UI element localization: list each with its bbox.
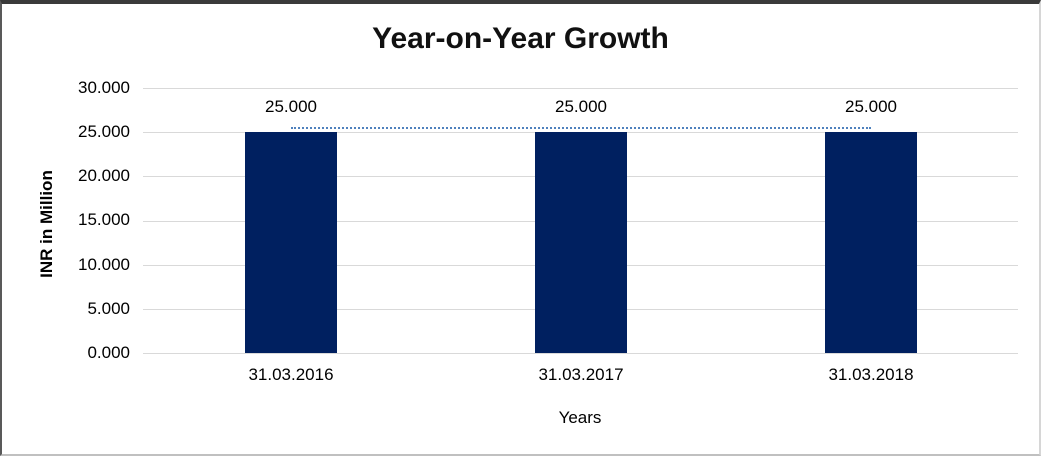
bar-column-2018: 25.000 bbox=[825, 88, 917, 353]
gridline bbox=[143, 88, 1018, 89]
y-tick-label: 20.000 bbox=[78, 166, 130, 186]
x-tick-label-2017: 31.03.2017 bbox=[538, 365, 624, 384]
y-tick-label: 30.000 bbox=[78, 78, 130, 97]
trendline bbox=[291, 127, 871, 130]
data-label: 25.000 bbox=[845, 97, 897, 117]
x-axis-line bbox=[143, 353, 1018, 354]
data-label: 25.000 bbox=[555, 97, 607, 117]
bar-2016 bbox=[245, 132, 337, 353]
x-tick-label-2018: 31.03.2018 bbox=[828, 365, 914, 384]
y-tick-label: 5.000 bbox=[87, 298, 130, 318]
bar-column-2016: 25.000 bbox=[245, 88, 337, 353]
bar-2017 bbox=[535, 132, 627, 353]
y-tick-label: 25.000 bbox=[78, 122, 130, 142]
plot-area: 25.000 25.000 25.000 bbox=[143, 88, 1018, 354]
bar-column-2017: 25.000 bbox=[535, 88, 627, 353]
y-axis-tick-labels: 30.000 25.000 20.000 15.000 10.000 5.000… bbox=[30, 79, 130, 362]
bar-2018 bbox=[825, 132, 917, 353]
y-tick-label: 15.000 bbox=[78, 210, 130, 230]
data-label: 25.000 bbox=[265, 97, 317, 117]
x-axis-title: Years bbox=[558, 408, 602, 427]
y-tick-label: 10.000 bbox=[78, 254, 130, 274]
x-tick-label-2016: 31.03.2016 bbox=[248, 365, 334, 384]
y-tick-label: 0.000 bbox=[87, 342, 130, 362]
chart-title: Year-on-Year Growth bbox=[372, 22, 669, 55]
